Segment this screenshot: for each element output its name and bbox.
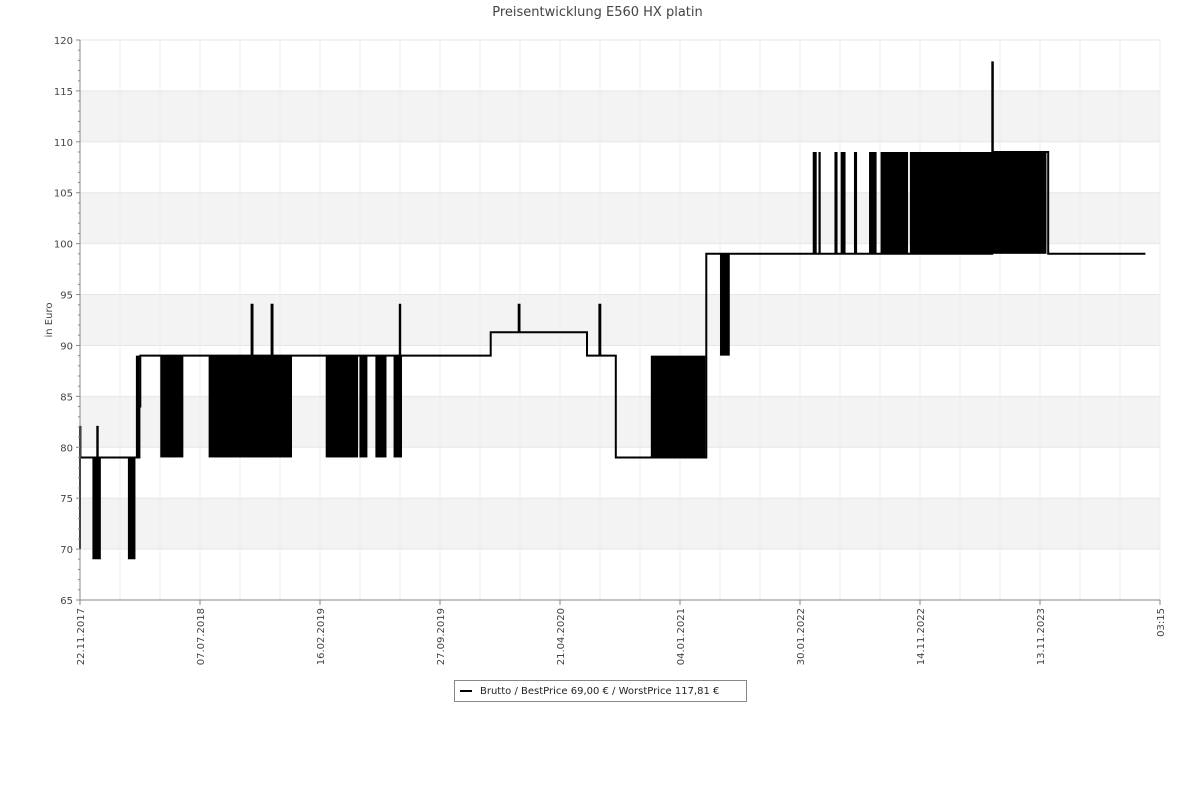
chart-title: Preisentwicklung E560 HX platin (492, 5, 703, 20)
price-fluctuation-fills (92, 152, 1047, 560)
legend-line-swatch (460, 690, 472, 692)
price-fluctuation-band (325, 355, 359, 458)
price-fluctuation-band (909, 152, 1047, 254)
x-tick-label: 22.11.2017 (76, 608, 87, 665)
x-tick-label: 04.01.2021 (676, 608, 687, 665)
price-fluctuation-band (92, 457, 101, 560)
price-fluctuation-band (127, 457, 136, 560)
background-band (80, 498, 1160, 550)
price-fluctuation-band (834, 152, 838, 254)
x-tick-label: 27.09.2019 (436, 608, 447, 665)
price-fluctuation-band (393, 355, 403, 458)
y-tick-label: 90 (60, 341, 73, 352)
y-tick-label: 120 (54, 36, 73, 47)
price-fluctuation-band (375, 355, 387, 458)
price-fluctuation-band (869, 152, 877, 254)
y-axis-label: in Euro (44, 303, 55, 338)
price-series (79, 61, 1146, 550)
y-tick-label: 110 (54, 138, 73, 149)
x-tick-label: 13.11.2023 (1036, 608, 1047, 665)
axes: 65 70 75 80 85 90 95 100 105 110 115 120 22.11.2017 0… (54, 36, 1167, 665)
legend-entry: Brutto / BestPrice 69,00 € / WorstPrice … (480, 685, 720, 697)
y-tick-label: 115 (54, 87, 73, 98)
price-fluctuation-band (160, 355, 184, 458)
price-fluctuation-band (840, 152, 846, 254)
y-tick-label: 65 (60, 596, 73, 607)
price-fluctuation-band (359, 355, 368, 458)
price-fluctuation-band (880, 152, 909, 254)
background-band (80, 90, 1160, 142)
y-tick-label: 95 (60, 291, 73, 302)
y-tick-label: 75 (60, 494, 73, 505)
x-tick-label: 21.04.2020 (556, 608, 567, 665)
y-tick-label: 100 (54, 240, 73, 251)
x-tick-label: 14.11.2022 (916, 608, 927, 665)
price-fluctuation-band (720, 253, 730, 356)
price-fluctuation-band (853, 152, 858, 254)
x-tick-label: 07.07.2018 (196, 608, 207, 665)
x-tick-label: 16.02.2019 (316, 608, 327, 665)
background-band (80, 294, 1160, 346)
price-fluctuation-band (208, 355, 293, 458)
x-tick-label: 03:15 (1156, 608, 1167, 637)
x-tick-label: 30.01.2022 (796, 608, 807, 665)
legend: Brutto / BestPrice 69,00 € / WorstPrice … (454, 680, 747, 702)
price-fluctuation-band (650, 355, 706, 458)
y-tick-label: 70 (60, 545, 73, 556)
y-tick-label: 80 (60, 443, 73, 454)
price-fluctuation-band (812, 152, 817, 254)
price-line (79, 61, 1146, 550)
price-fluctuation-band (135, 355, 140, 458)
y-tick-label: 105 (54, 189, 73, 200)
y-tick-label: 85 (60, 392, 73, 403)
price-fluctuation-band (818, 152, 821, 254)
